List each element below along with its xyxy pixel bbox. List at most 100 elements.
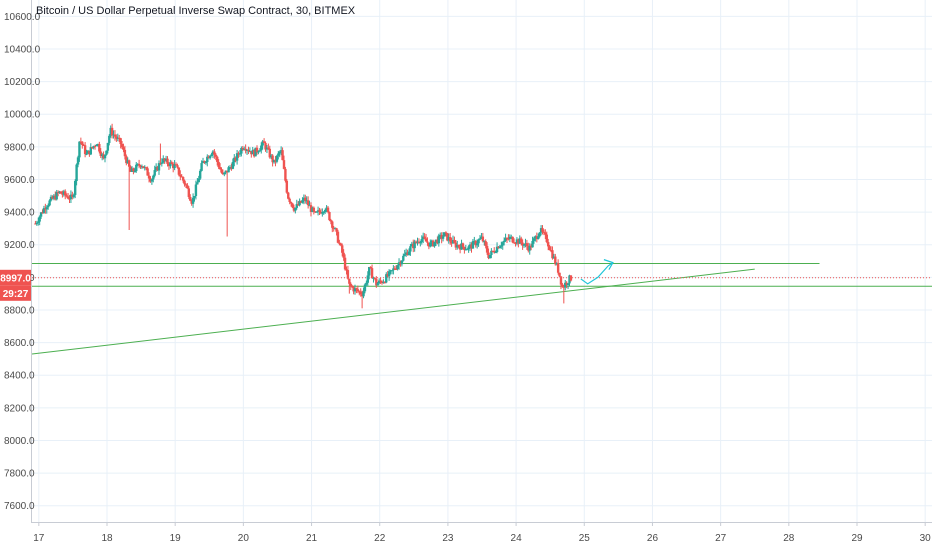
- candle-body: [160, 162, 164, 164]
- candle-body: [213, 151, 216, 155]
- candle-body: [416, 241, 419, 243]
- candle-body: [51, 196, 54, 199]
- price-tags: 8997.0 29:27: [0, 269, 31, 301]
- candle-body: [559, 276, 563, 285]
- candle-body: [216, 156, 219, 162]
- candle-body: [447, 236, 450, 241]
- candle-body: [150, 179, 154, 182]
- candle-body: [96, 143, 100, 145]
- candle-body: [102, 154, 105, 159]
- candle-body: [363, 284, 367, 292]
- candle-body: [304, 197, 307, 201]
- candle-body: [85, 153, 88, 155]
- x-tick-label: 29: [851, 533, 863, 544]
- candle-body: [341, 245, 344, 253]
- candle-body: [382, 282, 385, 284]
- candle-body: [207, 156, 210, 159]
- candle-body: [288, 198, 291, 202]
- y-tick-label: 9600.0: [4, 175, 35, 186]
- candle-body: [439, 234, 442, 236]
- candle-body: [562, 286, 566, 288]
- candle-body: [254, 147, 257, 157]
- candle-body: [436, 239, 439, 244]
- candle-body: [446, 233, 449, 241]
- candle-body: [373, 277, 377, 279]
- candle-body: [311, 207, 314, 212]
- candle-body: [285, 180, 289, 193]
- candle-body: [420, 239, 423, 242]
- candle-body: [475, 243, 479, 246]
- candle-body: [427, 242, 431, 247]
- candle-body: [338, 242, 341, 244]
- x-tick-label: 21: [306, 533, 318, 544]
- candle-body: [233, 157, 236, 163]
- candle-body: [511, 236, 514, 243]
- candle-body: [231, 162, 235, 169]
- candle-body: [370, 268, 374, 279]
- candle-body: [279, 150, 283, 152]
- candle-body: [568, 275, 571, 284]
- candle-body: [377, 280, 381, 284]
- candle-body: [326, 207, 330, 213]
- candle-body: [305, 200, 308, 202]
- candle-body: [142, 166, 145, 168]
- candle-body: [83, 145, 87, 155]
- candle-body: [291, 203, 294, 208]
- candle-body: [535, 236, 539, 240]
- candle-body: [262, 141, 266, 143]
- candle-body: [321, 212, 324, 214]
- candle-body: [302, 197, 306, 201]
- candle-body: [184, 184, 188, 186]
- candle-body: [390, 270, 394, 272]
- candle-body: [342, 252, 345, 258]
- candle-body: [491, 250, 494, 252]
- candle-body: [375, 278, 378, 286]
- candle-body: [502, 240, 506, 243]
- candle-body: [328, 212, 331, 221]
- candle-body: [248, 151, 252, 153]
- candle-body: [125, 156, 128, 164]
- time-axis[interactable]: 17 18 19 20 21 22 23 24 25 26 27 28 29 30: [33, 522, 931, 544]
- candle-body: [460, 243, 463, 250]
- candle-body: [365, 282, 368, 285]
- candle-body: [318, 210, 321, 212]
- candle-body: [136, 163, 139, 165]
- candle-body: [41, 212, 44, 214]
- candle-body: [346, 270, 350, 279]
- y-tick-label: 8200.0: [4, 403, 35, 414]
- candle-body: [545, 234, 548, 243]
- candle-body: [403, 254, 406, 256]
- candle-body: [75, 164, 78, 181]
- candle-body: [278, 151, 281, 154]
- candle-body: [463, 246, 466, 250]
- candle-body: [483, 241, 486, 243]
- current-price-tag: [0, 269, 31, 286]
- candle-body: [223, 172, 226, 175]
- candle-body: [250, 151, 253, 155]
- candle-body: [64, 191, 67, 196]
- candle-body: [316, 210, 320, 212]
- x-tick-label: 23: [442, 533, 454, 544]
- candle-body: [140, 166, 144, 168]
- candle-body: [319, 211, 323, 214]
- candle-body: [255, 147, 259, 153]
- candle-body: [518, 238, 521, 244]
- candle-body: [345, 269, 348, 271]
- candle-body: [387, 271, 391, 277]
- candle-body: [368, 267, 371, 276]
- candle-body: [497, 246, 500, 249]
- candle-body: [508, 236, 512, 239]
- y-tick-label: 9800.0: [4, 142, 35, 153]
- candle-body: [68, 198, 71, 200]
- candle-body: [392, 268, 395, 271]
- candle-body: [433, 241, 436, 247]
- candle-body: [426, 241, 429, 243]
- candle-body: [454, 242, 458, 248]
- candle-body: [108, 135, 111, 143]
- candle-body: [176, 165, 179, 168]
- candle-body: [471, 241, 475, 249]
- candle-body: [110, 127, 114, 136]
- candle-body: [245, 149, 249, 151]
